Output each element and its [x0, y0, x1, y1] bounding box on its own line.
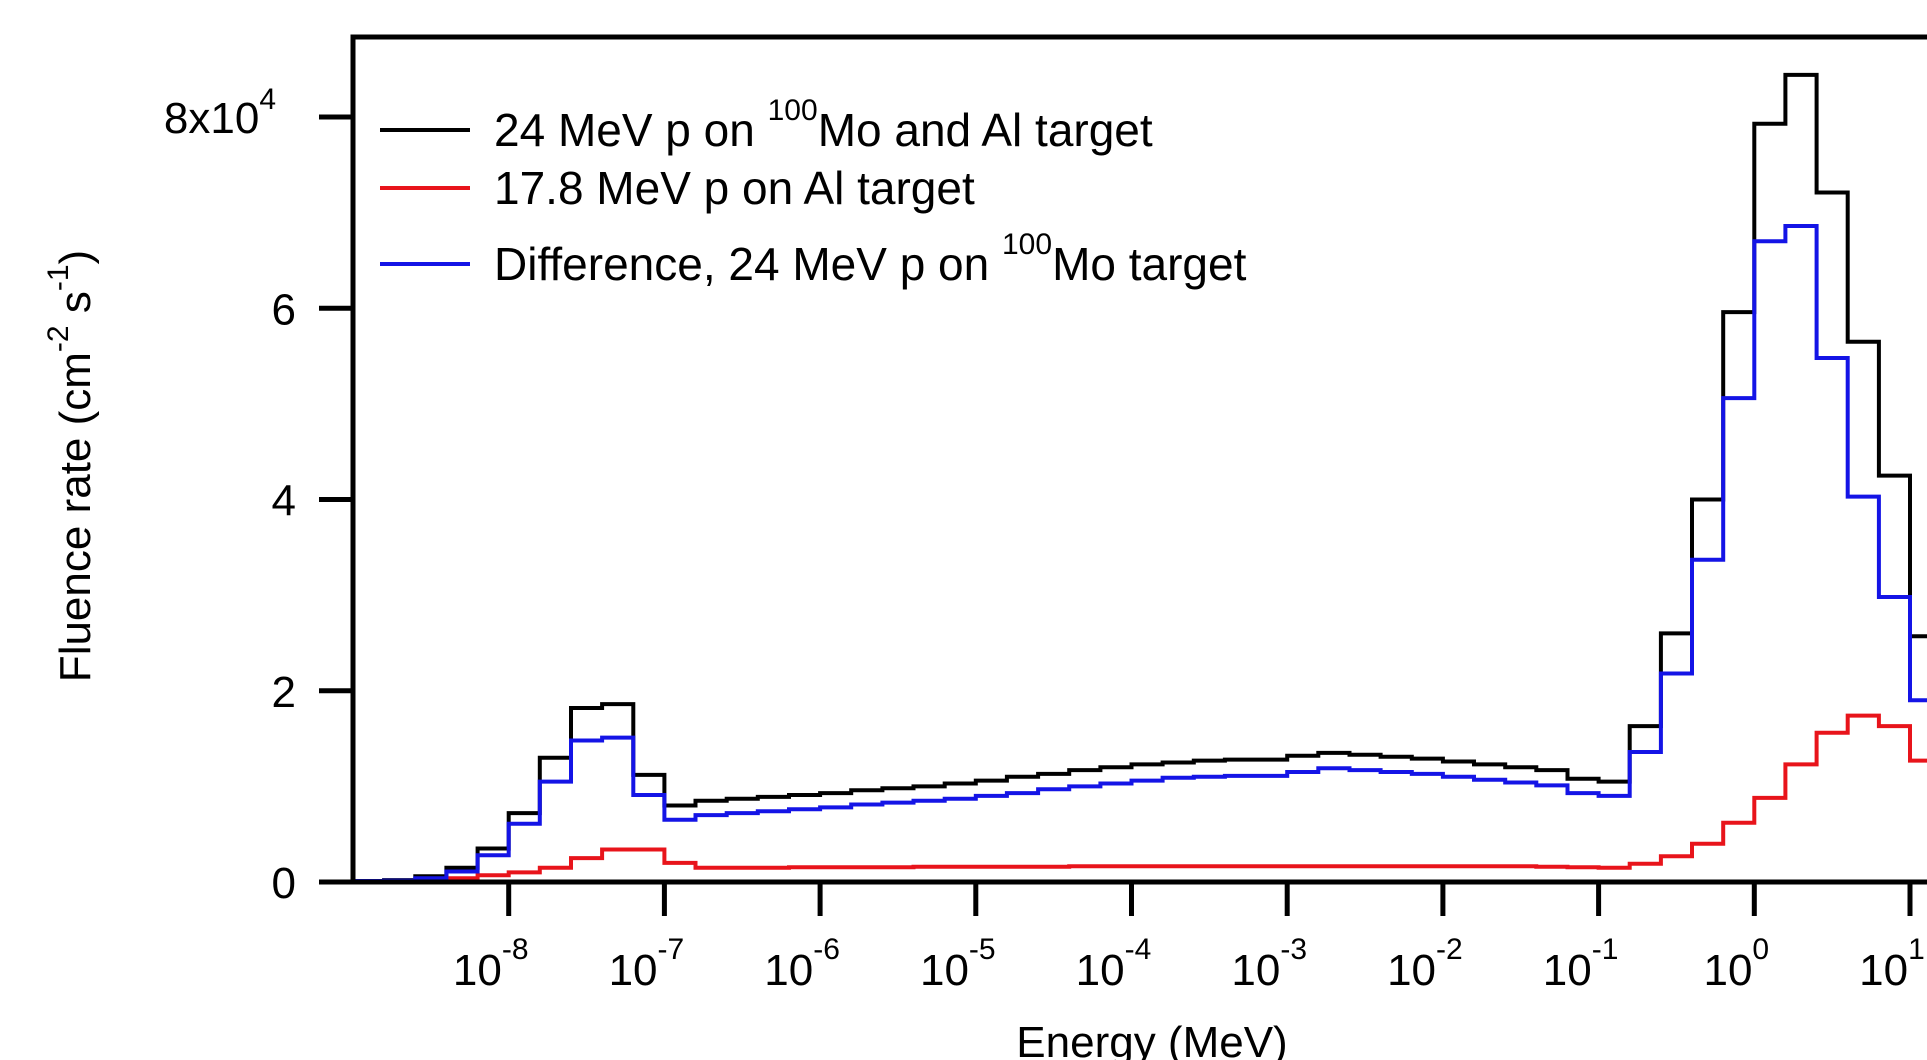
- y-tick-label: 2: [272, 668, 296, 717]
- x-tick-label: 10-3: [1231, 933, 1307, 995]
- legend-label-series-1: 24 MeV p on 100Mo and Al target: [494, 94, 1153, 156]
- x-tick-label: 10-5: [920, 933, 996, 995]
- y-axis-title-exp2: -1: [42, 264, 75, 291]
- y-tick-label: 0: [272, 859, 296, 908]
- x-tick-label: 10-8: [453, 933, 529, 995]
- y-axis-title-end: ): [51, 250, 100, 265]
- x-axis-ticks: 10-8 10-7 10-6 10-5 10-4 10-3 10-2 10-1 100 101: [453, 882, 1925, 995]
- y-axis-title-mid: s: [51, 291, 100, 325]
- x-tick-label: 100: [1703, 933, 1769, 995]
- y-axis-title-main: Fluence rate (cm: [51, 352, 100, 682]
- x-tick-label: 10-6: [764, 933, 840, 995]
- y-axis-title: Fluence rate (cm-2 s-1): [42, 250, 100, 682]
- legend: 24 MeV p on 100Mo and Al target 17.8 MeV…: [380, 94, 1247, 290]
- y-tick-label: 6: [272, 285, 296, 334]
- x-tick-label: 101: [1859, 933, 1925, 995]
- series-layer: [353, 72, 1927, 882]
- y-axis-title-exp1: -2: [42, 325, 75, 352]
- y-tick-label: 4: [272, 477, 296, 526]
- y-axis-ticks: 8x104 6 4 2 0: [164, 83, 353, 908]
- x-tick-label: 10-4: [1076, 933, 1152, 995]
- x-tick-label: 10-7: [609, 933, 685, 995]
- x-tick-label: 10-1: [1543, 933, 1619, 995]
- series-line-2: [353, 713, 1927, 882]
- legend-label-series-2: 17.8 MeV p on Al target: [494, 162, 975, 214]
- x-tick-label: 10-2: [1387, 933, 1463, 995]
- x-axis-title: Energy (MeV): [1016, 1018, 1287, 1060]
- legend-label-series-3: Difference, 24 MeV p on 100Mo target: [494, 228, 1247, 290]
- y-tick-label: 8x104: [164, 83, 276, 143]
- series-line-3: [353, 224, 1927, 882]
